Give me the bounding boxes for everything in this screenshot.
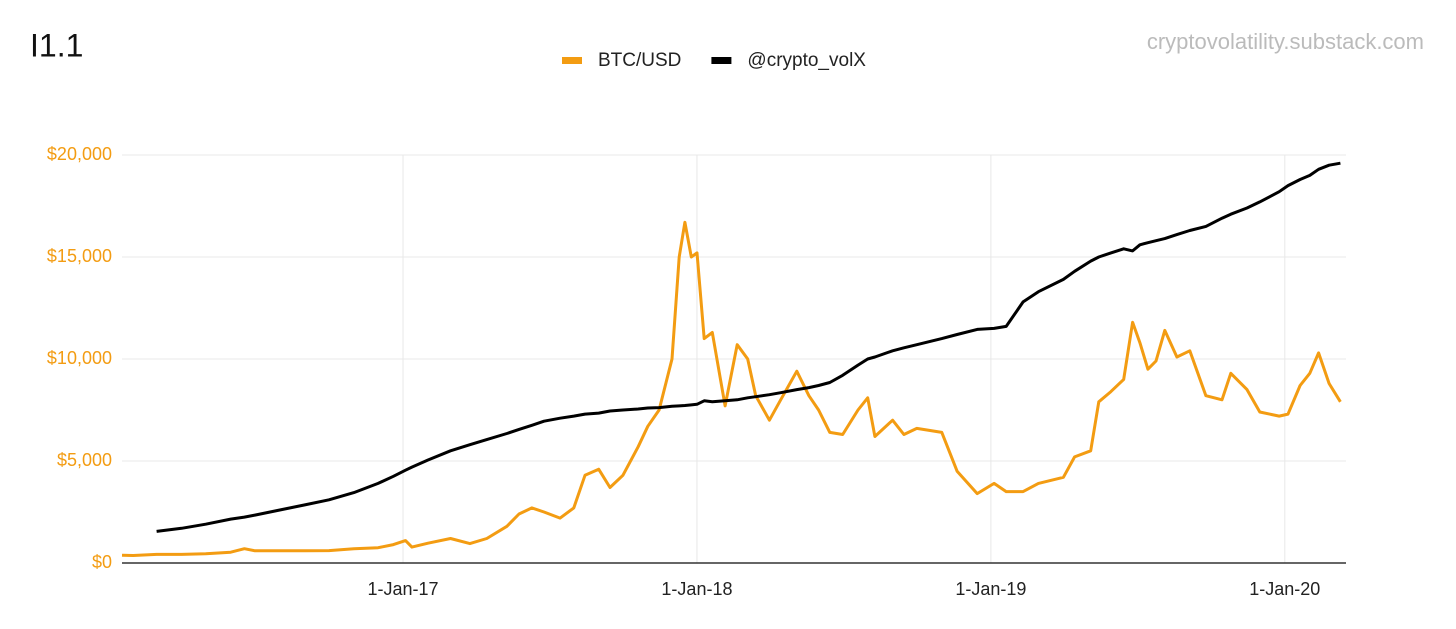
legend-swatch — [711, 57, 732, 64]
y-tick-label: $5,000 — [57, 450, 112, 470]
legend-label: @crypto_volX — [747, 50, 866, 71]
x-tick-label: 1-Jan-17 — [368, 579, 439, 599]
y-tick-label: $0 — [92, 552, 112, 572]
y-tick-label: $20,000 — [47, 144, 112, 164]
y-tick-label: $15,000 — [47, 246, 112, 266]
x-tick-label: 1-Jan-18 — [661, 579, 732, 599]
watermark: cryptovolatility.substack.com — [1147, 29, 1424, 54]
legend-label: BTC/USD — [598, 50, 681, 71]
x-tick-label: 1-Jan-20 — [1249, 579, 1320, 599]
series-line — [156, 161, 1341, 533]
y-tick-label: $10,000 — [47, 348, 112, 368]
series-line — [121, 220, 1342, 557]
x-tick-label: 1-Jan-19 — [955, 579, 1026, 599]
legend-swatch — [562, 57, 582, 64]
chart-title: I1.1 — [30, 27, 83, 63]
